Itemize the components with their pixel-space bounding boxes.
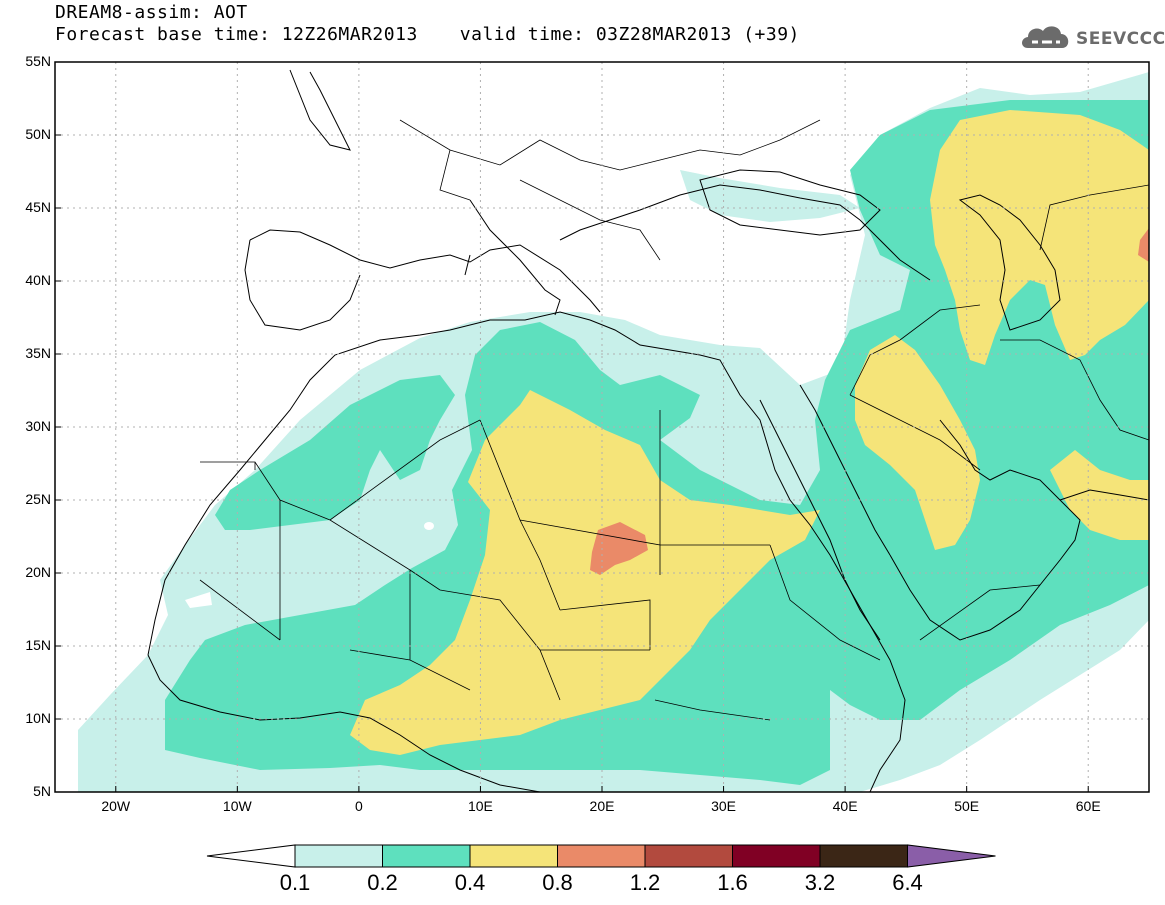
colorbar-segment <box>557 844 646 868</box>
country-borders <box>199 119 1149 721</box>
lat-tick-label: 10N <box>25 710 51 726</box>
seevccc-logo: SEEVCCC <box>1018 20 1165 56</box>
contour-0.4-gulf <box>1050 450 1149 540</box>
lon-tick-label: 30E <box>711 798 736 814</box>
base-time: Forecast base time: 12Z26MAR2013 <box>55 24 418 45</box>
lat-tick-label: 20N <box>25 564 51 580</box>
lon-tick-label: 20W <box>101 798 131 814</box>
colorbar-level-label: 3.2 <box>804 870 836 895</box>
colorbar-segment <box>732 844 821 868</box>
lat-tick-label: 5N <box>33 783 51 799</box>
africa-coast <box>147 311 906 792</box>
contour-0.2-west <box>215 375 455 530</box>
colorbar-level-label: 0.8 <box>542 870 573 895</box>
lon-tick-label: 10E <box>467 798 493 814</box>
cloud-icon <box>1022 26 1069 48</box>
colorbar-level-label: 1.2 <box>629 870 661 895</box>
colorbar-level-label: 1.6 <box>717 870 748 895</box>
colorbar-low-arrow <box>206 844 296 868</box>
britain-coast <box>289 69 351 151</box>
contour-0.4-caspian <box>930 110 1149 365</box>
lat-tick-label: 45N <box>25 199 51 215</box>
border <box>199 410 881 721</box>
colorbar <box>206 844 996 868</box>
lat-tick-label: 15N <box>25 637 51 653</box>
europe-coast <box>249 184 931 313</box>
logo-text: SEEVCCC <box>1076 29 1165 49</box>
colorbar-level-label: 6.4 <box>892 870 923 895</box>
coastlines <box>147 69 1149 792</box>
lon-tick-label: 10W <box>222 798 252 814</box>
colorbar-segment <box>294 844 383 868</box>
grid-lines <box>55 62 1149 792</box>
italy-coast <box>464 199 561 316</box>
contour-hole <box>424 522 434 530</box>
lat-tick-label: 25N <box>25 491 51 507</box>
iran-coast <box>1059 489 1149 501</box>
colorbar-level-label: 0.4 <box>454 870 486 895</box>
colorbar-segment <box>644 844 733 868</box>
contour-0.8-kazakh <box>1138 228 1149 262</box>
colorbar-segment <box>819 844 908 868</box>
valid-time: valid time: 03Z28MAR2013 (+39) <box>459 24 800 45</box>
map-subtitle: Forecast base time: 12Z26MAR2013 valid ti… <box>55 24 800 45</box>
black-sea-coast <box>699 169 881 236</box>
lon-tick-label: 40E <box>832 798 858 814</box>
contour-0.4-arabia <box>855 335 980 550</box>
lat-tick-label: 55N <box>25 53 51 69</box>
iberia-coast <box>244 239 361 331</box>
border-mideast <box>849 184 1149 641</box>
axis-ticks <box>55 61 1089 793</box>
colorbar-segment <box>382 844 471 868</box>
gulf-guinea-coast <box>147 654 541 792</box>
border-europe <box>399 119 821 261</box>
colorbar-level-label: 0.2 <box>367 870 398 895</box>
lat-tick-label: 40N <box>25 272 51 288</box>
lon-tick-label: 60E <box>1075 798 1101 814</box>
lon-tick-label: 0 <box>354 798 363 814</box>
lat-tick-label: 35N <box>25 345 51 361</box>
colorbar-segment <box>469 844 558 868</box>
contour-0.2 <box>165 100 1149 785</box>
colorbar-level-label: 0.1 <box>279 870 311 895</box>
lat-tick-label: 30N <box>25 418 51 434</box>
arabia-coast <box>889 419 1081 641</box>
map-title: DREAM8-assim: AOT <box>55 2 248 23</box>
colorbar-high-arrow <box>907 844 996 868</box>
contour-hole-sw <box>185 592 212 608</box>
lat-tick-label: 50N <box>25 126 51 142</box>
lon-tick-label: 20E <box>589 798 615 814</box>
contour-0.1-black-sea <box>680 170 860 222</box>
aot-contours <box>78 72 1149 792</box>
lon-tick-label: 50E <box>954 798 980 814</box>
